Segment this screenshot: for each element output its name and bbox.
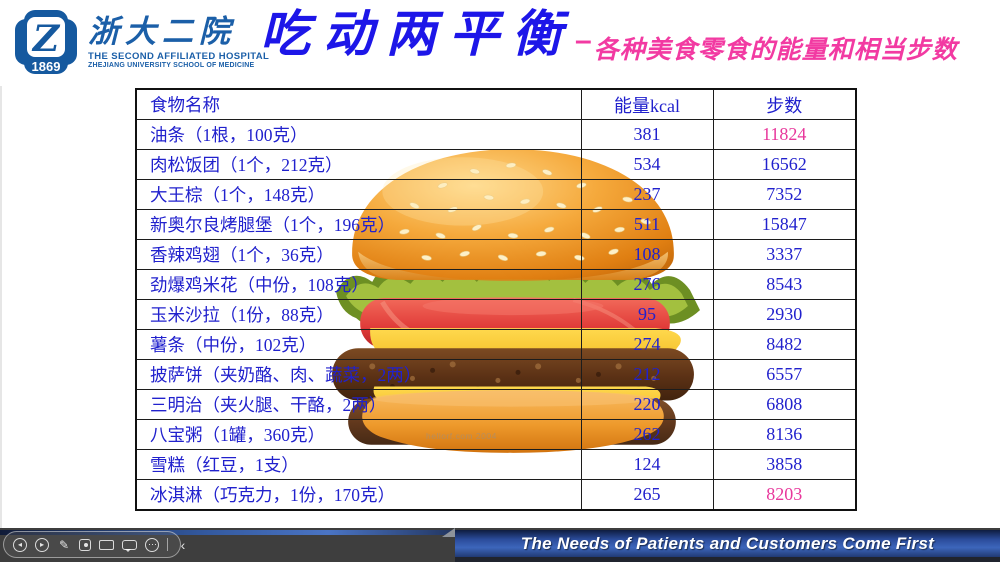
banner-corner-fold [442,528,455,537]
bottom-bar: The Needs of Patients and Customers Come… [0,528,1000,562]
table-row: 肉松饭团（1个，212克） 534 16562 [135,149,857,180]
kcal-cell: 95 [580,299,714,330]
food-name-cell: 香辣鸡翅（1个，36克） [135,239,582,270]
steps-cell: 8543 [712,269,857,300]
steps-cell: 6557 [712,359,857,390]
prev-slide-icon[interactable]: ◂ [13,537,27,552]
steps-cell: 3858 [712,449,857,480]
table-row: 雪糕（红豆，1支） 124 3858 [135,449,857,480]
table-row: 三明治（夹火腿、干酪，2两） 220 6808 [135,389,857,420]
camera-icon[interactable] [99,539,114,550]
table-row: 大王棕（1个，148克） 237 7352 [135,179,857,210]
food-name-cell: 大王棕（1个，148克） [135,179,582,210]
presenter-toolbar[interactable]: ◂ ▸ ✎ ⋯ ‹ [3,531,185,558]
hospital-name-en2: ZHEJIANG UNIVERSITY SCHOOL OF MEDICINE [88,61,255,69]
food-table-body: 油条（1根，100克） 381 11824 肉松饭团（1个，212克） 534 16562… [135,119,857,511]
bottom-blue-line [0,530,456,535]
food-name-cell: 肉松饭团（1个，212克） [135,149,582,180]
table-row: 油条（1根，100克） 381 11824 [135,119,857,150]
slogan-banner: The Needs of Patients and Customers Come… [455,530,1000,557]
page-subtitle: 各种美食零食的能量和相当步数 [593,35,958,64]
kcal-cell: 274 [580,329,714,360]
hospital-name-en1: THE SECOND AFFILIATED HOSPITAL [88,50,270,62]
table-row: 冰淇淋（巧克力，1份，170克） 265 8203 [135,479,857,511]
table-row: 新奥尔良烤腿堡（1个，196克） 511 15847 [135,209,857,240]
steps-cell: 2930 [712,299,857,330]
hospital-name-cn: 浙大二院 [88,14,236,50]
food-energy-table: 食物名称 能量kcal 步数 油条（1根，100克） 381 11824 肉松饭团（1… [135,88,857,511]
kcal-cell: 262 [580,419,714,450]
steps-cell: 16562 [712,149,857,180]
table-row: 八宝粥（1罐，360克） 262 8136 [135,419,857,450]
column-header-kcal: 能量kcal [580,88,714,120]
steps-cell: 3337 [712,239,857,270]
food-name-cell: 劲爆鸡米花（中份，108克） [135,269,582,300]
hospital-logo: Z 1869 [15,10,77,74]
kcal-cell: 108 [580,239,714,270]
steps-cell: 8136 [712,419,857,450]
column-header-food: 食物名称 [135,88,582,120]
kcal-cell: 276 [580,269,714,300]
food-name-cell: 冰淇淋（巧克力，1份，170克） [135,479,582,511]
food-name-cell: 油条（1根，100克） [135,119,582,150]
food-name-cell: 披萨饼（夹奶酪、肉、蔬菜，2两） [135,359,582,390]
logo-year: 1869 [32,59,61,74]
steps-cell: 7352 [712,179,857,210]
comment-icon[interactable] [122,539,137,552]
logo-letter: Z [31,18,61,60]
kcal-cell: 212 [580,359,714,390]
hospital-brand: Z 1869 浙大二院 THE SECOND AFFILIATED HOSPIT… [12,8,269,78]
table-row: 玉米沙拉（1份，88克） 95 2930 [135,299,857,330]
table-row: 香辣鸡翅（1个，36克） 108 3337 [135,239,857,270]
kcal-cell: 124 [580,449,714,480]
kcal-cell: 220 [580,389,714,420]
laser-pointer-icon[interactable] [79,538,91,551]
table-row: 薯条（中份，102克） 274 8482 [135,329,857,360]
steps-cell: 6808 [712,389,857,420]
table-row: 劲爆鸡米花（中份，108克） 276 8543 [135,269,857,300]
next-slide-icon[interactable]: ▸ [35,537,49,552]
steps-cell: 8203 [712,479,857,511]
steps-cell: 11824 [712,119,857,150]
banner-shadow [455,557,1000,562]
kcal-cell: 511 [580,209,714,240]
slogan-text: The Needs of Patients and Customers Come… [520,533,935,553]
pen-tool-icon[interactable]: ✎ [58,537,70,552]
food-name-cell: 玉米沙拉（1份，88克） [135,299,582,330]
collapse-toolbar-icon[interactable]: ‹ [180,536,186,553]
food-name-cell: 薯条（中份，102克） [135,329,582,360]
food-name-cell: 三明治（夹火腿、干酪，2两） [135,389,582,420]
subtitle-dash: – [575,24,592,57]
kcal-cell: 534 [580,149,714,180]
column-header-steps: 步数 [712,88,857,120]
food-name-cell: 新奥尔良烤腿堡（1个，196克） [135,209,582,240]
table-header-row: 食物名称 能量kcal 步数 [135,88,857,120]
food-name-cell: 八宝粥（1罐，360克） [135,419,582,450]
kcal-cell: 237 [580,179,714,210]
slide-left-edge [0,86,2,528]
steps-cell: 15847 [712,209,857,240]
more-options-icon[interactable]: ⋯ [145,537,159,552]
food-name-cell: 雪糕（红豆，1支） [135,449,582,480]
kcal-cell: 381 [580,119,714,150]
slide-title-row: 吃动两平衡 – 各种美食零食的能量和相当步数 [260,6,958,66]
kcal-cell: 265 [580,479,714,511]
table-row: 披萨饼（夹奶酪、肉、蔬菜，2两） 212 6557 [135,359,857,390]
toolbar-divider [167,538,168,551]
page-title: 吃动两平衡 [260,4,575,63]
steps-cell: 8482 [712,329,857,360]
